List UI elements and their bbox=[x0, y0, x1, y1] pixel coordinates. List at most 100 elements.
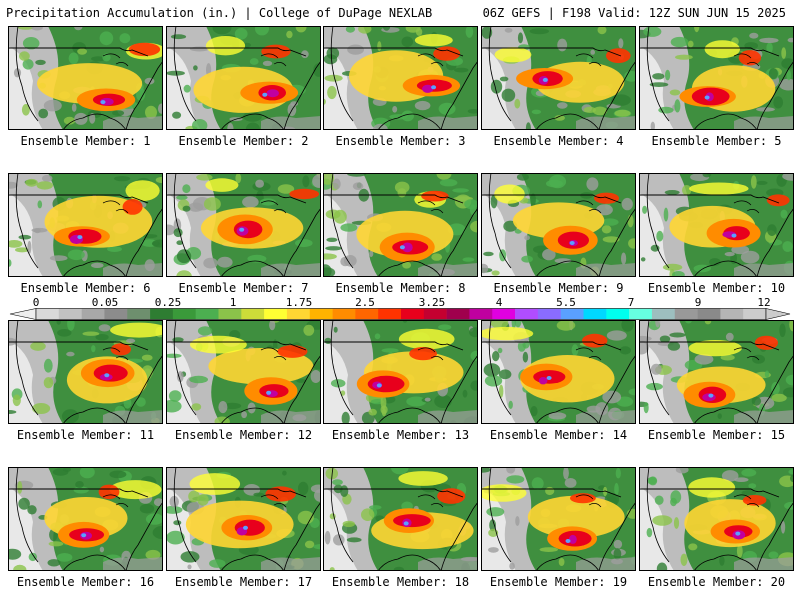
ensemble-member-panel: Ensemble Member: 14 bbox=[481, 320, 636, 442]
ensemble-member-label: Ensemble Member: 2 bbox=[178, 134, 309, 148]
ensemble-member-label: Ensemble Member: 1 bbox=[20, 134, 151, 148]
colorbar-swatch bbox=[720, 308, 744, 320]
colorbar-tick-label: 0 bbox=[32, 296, 40, 309]
ensemble-member-panel: Ensemble Member: 16 bbox=[8, 467, 163, 589]
precip-map bbox=[481, 26, 636, 130]
precip-map bbox=[639, 173, 794, 277]
colorbar-swatch bbox=[423, 308, 447, 320]
colorbar-swatch bbox=[674, 308, 698, 320]
ensemble-member-label: Ensemble Member: 5 bbox=[651, 134, 782, 148]
ensemble-member-label: Ensemble Member: 16 bbox=[16, 575, 155, 589]
colorbar-tick-label: 7 bbox=[627, 296, 635, 309]
ensemble-member-panel: Ensemble Member: 8 bbox=[323, 173, 478, 295]
header: Precipitation Accumulation (in.) | Colle… bbox=[0, 0, 800, 24]
ensemble-member-label: Ensemble Member: 17 bbox=[174, 575, 313, 589]
precip-map bbox=[481, 173, 636, 277]
colorbar-tick-label: 0.25 bbox=[154, 296, 182, 309]
precip-map bbox=[323, 467, 478, 571]
ensemble-member-panel: Ensemble Member: 9 bbox=[481, 173, 636, 295]
precip-map bbox=[639, 320, 794, 424]
colorbar-swatch bbox=[81, 308, 105, 320]
colorbar-tick-label: 3.25 bbox=[418, 296, 446, 309]
colorbar-scale bbox=[9, 308, 791, 320]
colorbar-swatch bbox=[264, 308, 288, 320]
colorbar-swatch bbox=[218, 308, 242, 320]
ensemble-member-label: Ensemble Member: 14 bbox=[489, 428, 628, 442]
colorbar-swatch bbox=[606, 308, 630, 320]
ensemble-member-label: Ensemble Member: 7 bbox=[178, 281, 309, 295]
colorbar-swatch bbox=[537, 308, 561, 320]
colorbar-swatch bbox=[629, 308, 653, 320]
colorbar-tick-label: 2.5 bbox=[355, 296, 375, 309]
colorbar-swatch bbox=[446, 308, 470, 320]
colorbar-swatch bbox=[492, 308, 516, 320]
colorbar-high-arrow bbox=[765, 308, 791, 320]
colorbar-swatch bbox=[651, 308, 676, 320]
ensemble-member-label: Ensemble Member: 18 bbox=[331, 575, 470, 589]
precip-map bbox=[166, 26, 321, 130]
colorbar-tick-label: 1.75 bbox=[285, 296, 313, 309]
precip-map bbox=[166, 467, 321, 571]
precip-map bbox=[639, 26, 794, 130]
colorbar-swatch bbox=[127, 308, 151, 320]
colorbar-swatch bbox=[378, 308, 402, 320]
ensemble-member-panel: Ensemble Member: 19 bbox=[481, 467, 636, 589]
ensemble-member-label: Ensemble Member: 3 bbox=[335, 134, 466, 148]
ensemble-member-panel: Ensemble Member: 10 bbox=[639, 173, 794, 295]
colorbar-swatch bbox=[560, 308, 584, 320]
precip-map bbox=[323, 320, 478, 424]
colorbar-tick-label: 9 bbox=[694, 296, 702, 309]
colorbar-swatch bbox=[241, 308, 265, 320]
precip-map bbox=[8, 26, 163, 130]
colorbar-swatch bbox=[309, 308, 333, 320]
ensemble-member-panel: Ensemble Member: 13 bbox=[323, 320, 478, 442]
precip-map bbox=[639, 467, 794, 571]
ensemble-member-label: Ensemble Member: 4 bbox=[493, 134, 624, 148]
colorbar-tick-label: 1 bbox=[229, 296, 237, 309]
colorbar-swatch bbox=[355, 308, 379, 320]
precip-map bbox=[8, 320, 163, 424]
colorbar-swatch bbox=[104, 308, 128, 320]
ensemble-member-panel: Ensemble Member: 2 bbox=[166, 26, 321, 148]
ensemble-member-label: Ensemble Member: 8 bbox=[335, 281, 466, 295]
ensemble-member-panel: Ensemble Member: 12 bbox=[166, 320, 321, 442]
colorbar-swatch bbox=[401, 308, 425, 320]
colorbar-tick-label: 5.5 bbox=[556, 296, 576, 309]
precip-map bbox=[323, 173, 478, 277]
ensemble-member-panel: Ensemble Member: 6 bbox=[8, 173, 163, 295]
colorbar-swatch bbox=[743, 308, 767, 320]
ensemble-member-panel: Ensemble Member: 11 bbox=[8, 320, 163, 442]
ensemble-member-panel: Ensemble Member: 3 bbox=[323, 26, 478, 148]
colorbar-labels: 0 0.05 0.25 1 1.75 2.5 3.25 4 5.5 7 9 12 bbox=[0, 296, 800, 309]
colorbar-swatch bbox=[697, 308, 721, 320]
colorbar-swatch bbox=[286, 308, 311, 320]
ensemble-member-panel: Ensemble Member: 7 bbox=[166, 173, 321, 295]
ensemble-member-label: Ensemble Member: 19 bbox=[489, 575, 628, 589]
ensemble-member-panel: Ensemble Member: 5 bbox=[639, 26, 794, 148]
colorbar-swatch bbox=[583, 308, 607, 320]
colorbar-swatch bbox=[172, 308, 196, 320]
ensemble-member-panel: Ensemble Member: 1 bbox=[8, 26, 163, 148]
ensemble-member-label: Ensemble Member: 6 bbox=[20, 281, 151, 295]
ensemble-member-panel: Ensemble Member: 15 bbox=[639, 320, 794, 442]
colorbar-low-arrow bbox=[9, 308, 37, 320]
colorbar-swatch bbox=[150, 308, 174, 320]
ensemble-member-label: Ensemble Member: 15 bbox=[647, 428, 786, 442]
colorbar-tick-label: 12 bbox=[757, 296, 771, 309]
precip-map bbox=[166, 320, 321, 424]
precip-map bbox=[323, 26, 478, 130]
colorbar-swatch bbox=[515, 308, 539, 320]
ensemble-member-panel: Ensemble Member: 4 bbox=[481, 26, 636, 148]
colorbar-tick-label: 4 bbox=[495, 296, 503, 309]
colorbar-tick-label: 0.05 bbox=[91, 296, 119, 309]
precip-map bbox=[481, 320, 636, 424]
ensemble-member-label: Ensemble Member: 13 bbox=[331, 428, 470, 442]
run-valid-time: 06Z GEFS | F198 Valid: 12Z SUN JUN 15 20… bbox=[482, 6, 786, 20]
colorbar-swatch bbox=[36, 308, 60, 320]
ensemble-member-panel: Ensemble Member: 20 bbox=[639, 467, 794, 589]
colorbar-swatch bbox=[469, 308, 493, 320]
colorbar: 0 0.05 0.25 1 1.75 2.5 3.25 4 5.5 7 9 12 bbox=[0, 296, 800, 320]
ensemble-member-label: Ensemble Member: 20 bbox=[647, 575, 786, 589]
ensemble-member-panel: Ensemble Member: 17 bbox=[166, 467, 321, 589]
colorbar-swatch bbox=[332, 308, 356, 320]
